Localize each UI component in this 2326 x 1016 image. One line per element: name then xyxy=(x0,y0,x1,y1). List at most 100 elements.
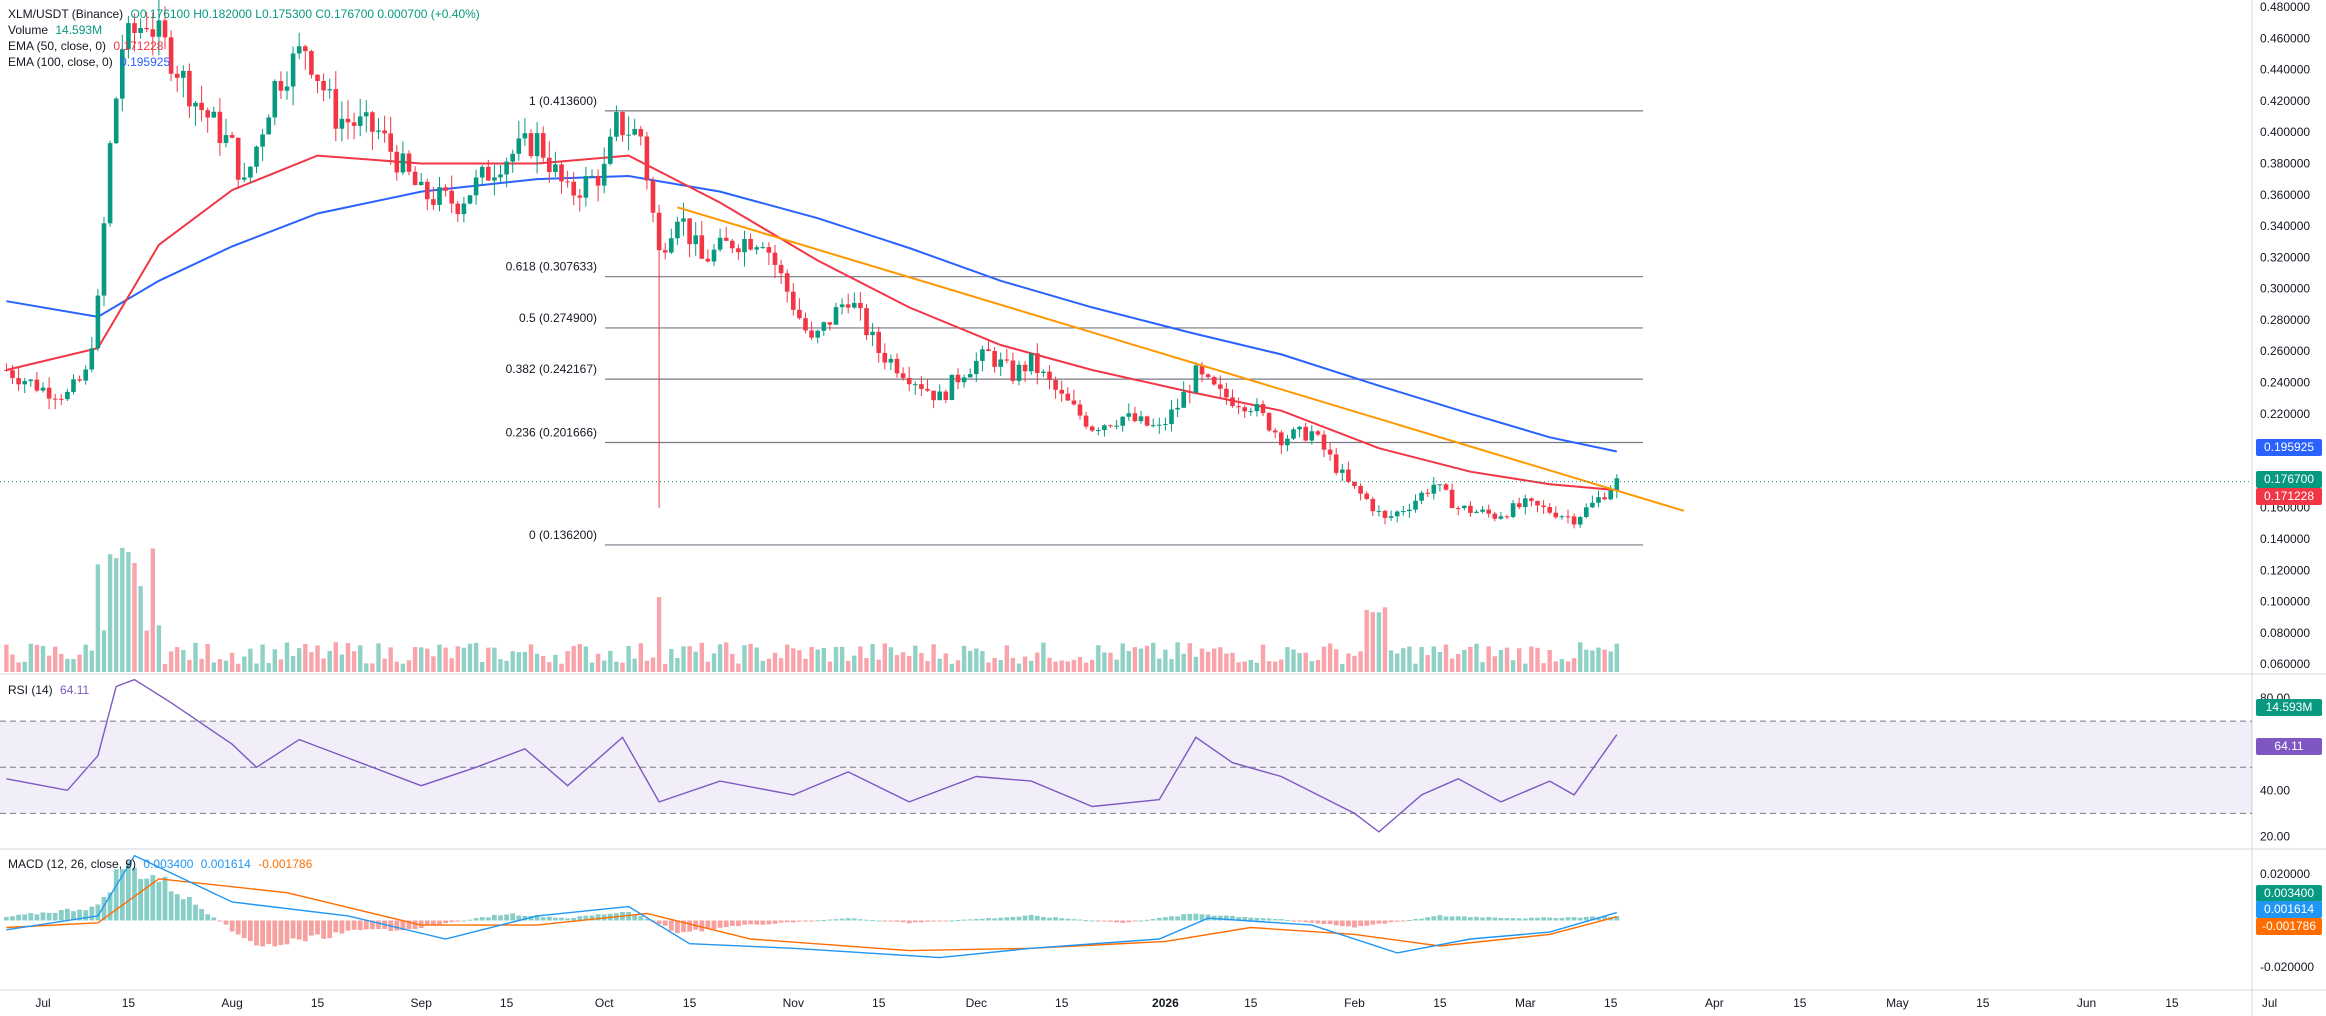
legend-macd-label: MACD (12, 26, close, 9) xyxy=(8,857,137,871)
volume-bar xyxy=(138,586,143,672)
volume-bar xyxy=(1114,659,1119,672)
volume-bar xyxy=(443,647,448,672)
candle-body xyxy=(1358,486,1363,494)
macd-histogram-bar xyxy=(1596,917,1601,921)
macd-histogram-bar xyxy=(1535,917,1540,921)
volume-bar xyxy=(22,661,27,672)
macd-histogram-bar xyxy=(1449,916,1455,921)
candle-body xyxy=(644,136,650,181)
macd-histogram-bar xyxy=(729,920,735,926)
volume-bar xyxy=(1193,656,1199,672)
macd-histogram-bar xyxy=(809,920,814,922)
price-axis-label: 0.460000 xyxy=(2260,31,2310,45)
price-axis-label: 0.140000 xyxy=(2260,532,2310,546)
candle-body xyxy=(772,252,778,265)
candle-body xyxy=(1425,492,1430,494)
macd-histogram-bar xyxy=(766,920,772,925)
candle-body xyxy=(156,20,162,37)
macd-histogram-bar xyxy=(1297,920,1302,922)
macd-histogram-bar xyxy=(656,920,662,924)
price-axis-label: 0.100000 xyxy=(2260,595,2310,609)
candle-body xyxy=(669,238,674,253)
candle-body xyxy=(1248,411,1254,413)
macd-histogram-bar xyxy=(858,919,863,921)
price-axis-label: 0.120000 xyxy=(2260,563,2310,577)
macd-histogram-bar xyxy=(821,920,827,922)
fib-level-label: 0.618 (0.307633) xyxy=(506,260,597,274)
macd-histogram-bar xyxy=(668,920,674,931)
candle-body xyxy=(1065,393,1071,401)
volume-bar xyxy=(1291,649,1296,672)
macd-histogram-bar xyxy=(266,920,272,945)
candle-body xyxy=(1279,432,1284,446)
time-axis-label: 15 xyxy=(311,996,325,1010)
macd-histogram-bar xyxy=(1382,920,1388,924)
macd-histogram-bar xyxy=(980,918,985,921)
macd-histogram-bar xyxy=(882,920,888,922)
time-axis-label: Apr xyxy=(1705,996,1724,1010)
volume-bar xyxy=(351,651,357,672)
macd-histogram-bar xyxy=(1266,918,1272,921)
volume-bar xyxy=(1364,609,1369,672)
candle-body xyxy=(833,307,839,325)
macd-histogram-bar xyxy=(455,920,461,922)
macd-histogram-bar xyxy=(1425,917,1431,921)
macd-histogram-bar xyxy=(1577,917,1583,921)
macd-histogram-bar xyxy=(1352,920,1357,928)
candle-body xyxy=(296,46,302,54)
macd-histogram-bar xyxy=(1016,916,1022,921)
candle-body xyxy=(974,360,979,375)
time-axis-label: 15 xyxy=(500,996,514,1010)
macd-histogram-bar xyxy=(107,892,113,921)
volume-bar xyxy=(388,647,393,672)
macd-histogram-bar xyxy=(1614,916,1620,921)
macd-histogram-bar xyxy=(1529,917,1534,921)
macd-histogram-bar xyxy=(760,920,766,925)
macd-histogram-bar xyxy=(565,918,570,921)
candle-body xyxy=(1346,469,1351,482)
time-axis-label: Dec xyxy=(966,996,987,1010)
candle-body xyxy=(699,235,705,259)
candle-body xyxy=(1382,510,1388,518)
macd-histogram-bar xyxy=(797,920,802,922)
volume-bar xyxy=(1108,652,1113,672)
legend-main: XLM/USDT (Binance) O0.176100 H0.182000 L… xyxy=(8,7,480,22)
volume-bar xyxy=(724,642,729,672)
macd-histogram-bar xyxy=(28,913,34,921)
candle-body xyxy=(260,134,265,147)
volume-bar xyxy=(297,648,302,672)
candle-body xyxy=(852,302,857,308)
macd-histogram-bar xyxy=(162,876,168,921)
candle-body xyxy=(370,112,375,132)
candle-body xyxy=(827,322,833,325)
candle-body xyxy=(388,133,393,152)
volume-bar xyxy=(1138,648,1144,672)
volume-bar xyxy=(1352,655,1357,672)
volume-bar xyxy=(1340,663,1345,672)
volume-bar xyxy=(705,661,711,672)
candle-body xyxy=(547,157,552,173)
macd-histogram-bar xyxy=(833,919,839,921)
macd-histogram-bar xyxy=(754,920,760,925)
macd-histogram-bar xyxy=(1443,916,1449,921)
candle-body xyxy=(479,166,485,178)
candle-body xyxy=(1205,374,1211,378)
price-axis-label: 0.420000 xyxy=(2260,94,2310,108)
time-axis-label: Sep xyxy=(411,996,433,1010)
legend-ema50-label: EMA (50, close, 0) xyxy=(8,39,107,53)
volume-bar xyxy=(663,663,668,672)
volume-bar xyxy=(1474,643,1479,672)
candle-body xyxy=(492,177,497,181)
volume-bar xyxy=(1456,653,1461,672)
macd-histogram-bar xyxy=(516,915,522,921)
macd-histogram-bar xyxy=(1486,916,1492,921)
candle-body xyxy=(174,73,180,78)
macd-histogram-bar xyxy=(1333,920,1339,926)
candle-body xyxy=(1254,404,1260,412)
macd-histogram-bar xyxy=(906,920,912,924)
macd-histogram-bar xyxy=(662,920,668,926)
volume-bar xyxy=(1047,657,1052,672)
candle-body xyxy=(992,351,997,367)
volume-bar xyxy=(1584,649,1589,672)
